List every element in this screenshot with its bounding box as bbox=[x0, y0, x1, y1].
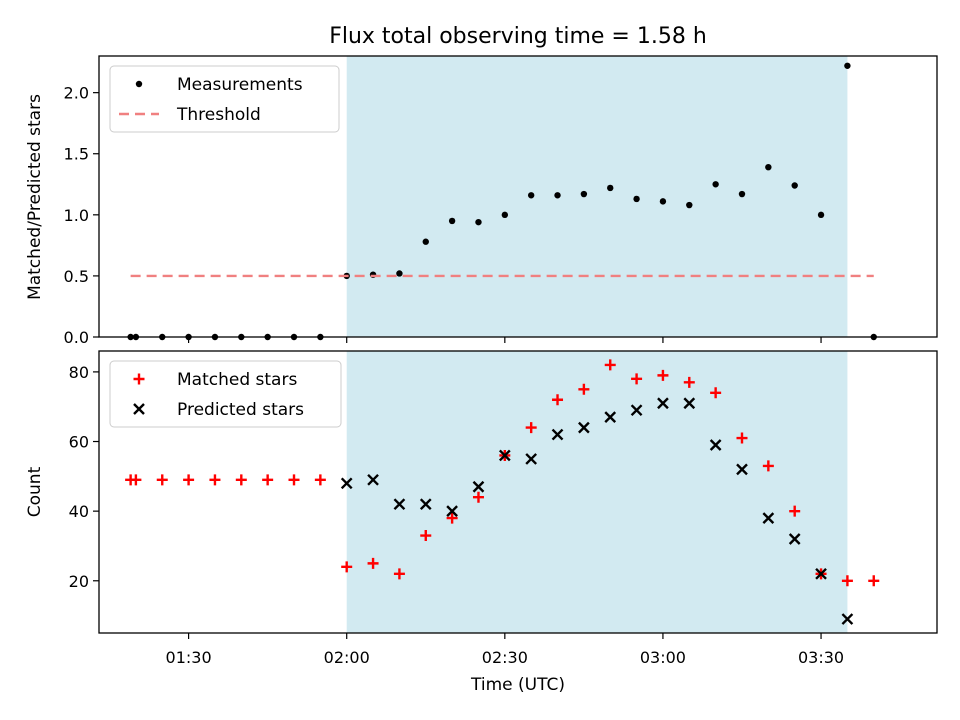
predicted-star-point bbox=[657, 397, 669, 410]
matched-star-point bbox=[262, 474, 274, 486]
legend-label: Threshold bbox=[176, 105, 261, 125]
matched-star-point bbox=[841, 575, 853, 587]
predicted-star-point bbox=[709, 439, 722, 451]
predicted-star-point bbox=[367, 473, 379, 486]
measurement-point bbox=[712, 181, 719, 188]
matched-star-point bbox=[710, 387, 722, 399]
matched-star-point bbox=[631, 373, 643, 385]
y-axis-label: Count bbox=[25, 466, 45, 517]
matched-star-point bbox=[683, 376, 695, 388]
predicted-star-point bbox=[815, 567, 827, 580]
legend-swatch bbox=[135, 80, 143, 88]
matched-star-point bbox=[367, 557, 379, 569]
measurement-point bbox=[580, 190, 588, 198]
y-axis-label: Matched/Predicted stars bbox=[25, 94, 45, 300]
predicted-star-point bbox=[788, 533, 801, 545]
predicted-star-point bbox=[578, 421, 590, 434]
matched-star-point bbox=[789, 505, 801, 517]
measurement-point bbox=[817, 211, 825, 219]
measurement-point bbox=[738, 190, 746, 198]
measurement-point bbox=[422, 238, 429, 245]
matched-star-point bbox=[314, 474, 326, 486]
measurement-point bbox=[554, 192, 561, 199]
measurement-point bbox=[791, 182, 798, 189]
matched-star-point bbox=[130, 474, 142, 486]
x-tick-label: 02:30 bbox=[482, 648, 528, 667]
axes-frame bbox=[98, 55, 938, 338]
predicted-star-point bbox=[630, 404, 643, 417]
matched-star-point bbox=[393, 568, 405, 580]
measurement-point bbox=[448, 217, 456, 225]
matched-star-point bbox=[604, 359, 616, 371]
observing-window-shade bbox=[346, 351, 848, 633]
y-tick-label: 80 bbox=[69, 363, 89, 382]
matched-star-point bbox=[736, 432, 748, 444]
x-tick-label: 02:00 bbox=[324, 648, 370, 667]
x-tick-label: 03:00 bbox=[640, 648, 686, 667]
predicted-star-point bbox=[604, 411, 617, 423]
x-tick-label: 03:30 bbox=[798, 648, 844, 667]
measurement-point bbox=[633, 195, 640, 203]
predicted-star-point bbox=[472, 480, 485, 493]
measurement-point bbox=[396, 270, 403, 277]
x-tick-label: 01:30 bbox=[166, 648, 212, 667]
y-tick-label: 0.5 bbox=[64, 267, 89, 286]
predicted-star-point bbox=[551, 428, 564, 441]
matched-star-point bbox=[446, 512, 458, 524]
matched-star-point bbox=[762, 460, 774, 472]
matched-star-point bbox=[235, 474, 247, 486]
measurement-point bbox=[475, 218, 482, 226]
y-tick-label: 60 bbox=[69, 433, 89, 452]
top-panel: 0.0 0.5 1.0 1.5 2.0 Matched/Predicted stars Me… bbox=[25, 55, 938, 347]
measurement-point bbox=[607, 184, 614, 192]
y-tick-label: 40 bbox=[69, 502, 89, 521]
matched-star-point bbox=[341, 561, 353, 573]
matched-star-point bbox=[209, 474, 221, 486]
matched-star-point bbox=[156, 474, 168, 486]
measurement-point bbox=[659, 198, 667, 205]
observing-window-shade bbox=[346, 56, 848, 337]
legend-box bbox=[109, 360, 342, 428]
matched-star-point bbox=[868, 575, 880, 587]
y-tick-label: 1.0 bbox=[64, 206, 89, 225]
matched-star-point bbox=[420, 530, 432, 542]
y-tick-label: 1.5 bbox=[64, 145, 89, 164]
matched-star-point bbox=[525, 422, 537, 434]
predicted-star-point bbox=[419, 498, 432, 511]
predicted-star-point bbox=[841, 613, 854, 625]
predicted-star-point bbox=[762, 512, 775, 524]
matched-star-point bbox=[552, 394, 564, 406]
y-tick-label: 20 bbox=[69, 572, 89, 591]
x-axis-label: Time (UTC) bbox=[470, 675, 565, 695]
axes-frame bbox=[98, 350, 938, 634]
measurement-point bbox=[501, 211, 509, 219]
legend-label: Measurements bbox=[177, 75, 303, 95]
y-tick-label: 0.0 bbox=[64, 328, 89, 347]
legend-swatch bbox=[133, 403, 145, 415]
y-tick-label: 2.0 bbox=[64, 84, 89, 103]
matched-star-point bbox=[578, 383, 590, 395]
matched-star-point bbox=[183, 474, 195, 486]
legend-swatch bbox=[133, 373, 145, 385]
predicted-star-point bbox=[498, 449, 511, 462]
measurement-point bbox=[686, 201, 693, 209]
predicted-star-point bbox=[393, 498, 406, 511]
chart-title: Flux total observing time = 1.58 h bbox=[329, 24, 707, 49]
matched-star-point bbox=[657, 369, 669, 381]
measurement-point bbox=[765, 163, 772, 171]
measurement-point bbox=[527, 192, 535, 199]
bottom-panel: 20 40 60 80 01:30 02:00 02:30 03:00 03:30 Count Ti… bbox=[25, 350, 938, 695]
measurement-point bbox=[844, 62, 851, 69]
legend-label: Predicted stars bbox=[177, 400, 304, 420]
matched-star-point bbox=[472, 491, 484, 503]
predicted-star-point bbox=[683, 397, 696, 410]
matched-star-point bbox=[288, 474, 300, 486]
legend-label: Matched stars bbox=[177, 370, 297, 390]
predicted-star-point bbox=[340, 477, 353, 490]
predicted-star-point bbox=[525, 453, 538, 465]
predicted-star-point bbox=[736, 463, 748, 476]
predicted-star-point bbox=[446, 505, 458, 517]
legend-box bbox=[109, 65, 340, 133]
